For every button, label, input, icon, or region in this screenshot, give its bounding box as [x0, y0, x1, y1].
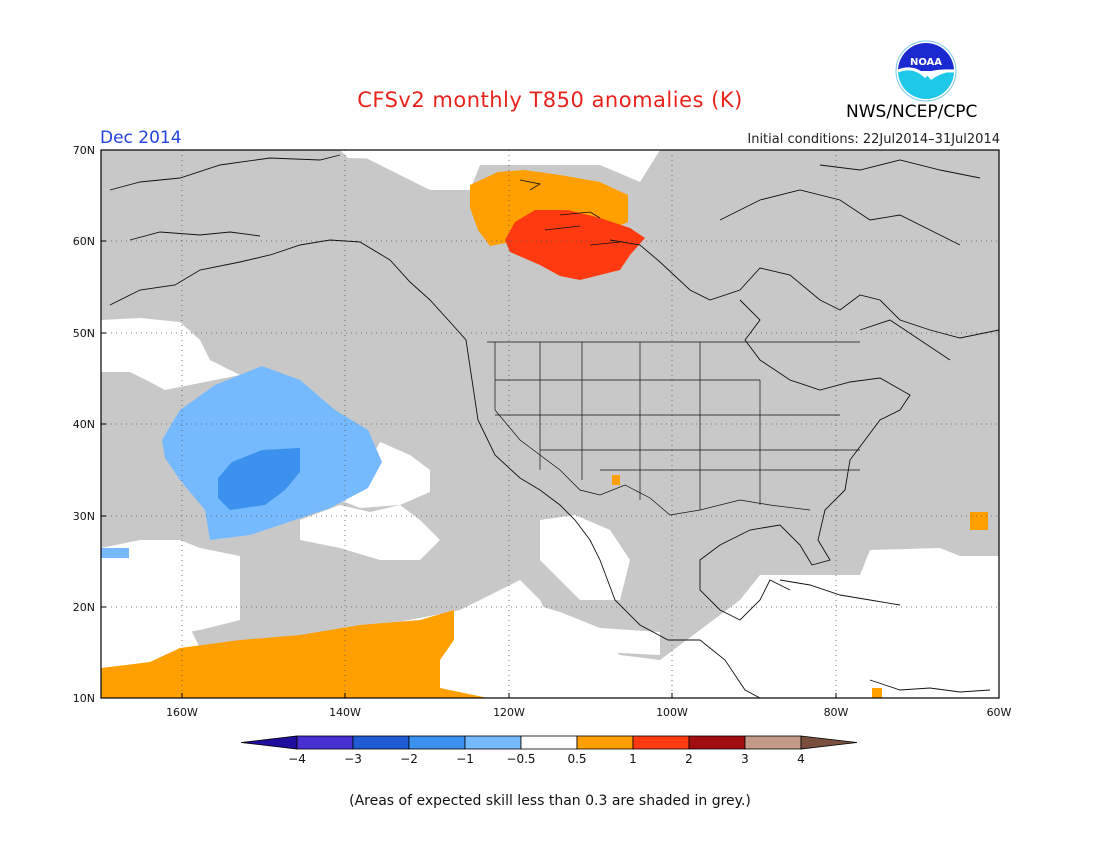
- colorbar-label: 1: [629, 752, 637, 766]
- anomaly-region-pos-2: [505, 210, 645, 280]
- no-signal-region: [340, 442, 430, 508]
- colorbar-label: 0.5: [567, 752, 586, 766]
- colorbar-swatch: [632, 735, 690, 750]
- chart-title: CFSv2 monthly T850 anomalies (K): [357, 88, 743, 112]
- x-tick-label: 120W: [493, 706, 525, 719]
- y-tick-label: 10N: [73, 692, 95, 705]
- noaa-logo: NOAA: [895, 40, 957, 102]
- initial-conditions-label: Initial conditions: 22Jul2014–31Jul2014: [747, 132, 1000, 147]
- grey-skill-mask-region: [101, 150, 340, 330]
- colorbar-swatch: [576, 735, 634, 750]
- colorbar-label: −2: [400, 752, 418, 766]
- colorbar-label: −3: [344, 752, 362, 766]
- y-axis-ticks: 70N 60N 50N 40N 30N 20N 10N: [73, 144, 106, 705]
- map-plot-area: [101, 150, 999, 698]
- colorbar-arrow-high: [800, 735, 858, 750]
- colorbar: −4 −3 −2 −1 −0.5 0.5 1 2 3 4: [240, 735, 858, 766]
- no-signal-region: [300, 505, 440, 560]
- anomaly-region-pos-1: [872, 688, 882, 698]
- noaa-logo-text: NOAA: [910, 57, 942, 68]
- y-tick-label: 50N: [73, 327, 95, 340]
- y-tick-label: 30N: [73, 510, 95, 523]
- x-tick-label: 100W: [656, 706, 688, 719]
- y-tick-label: 60N: [73, 235, 95, 248]
- agency-label: NWS/NCEP/CPC: [846, 102, 978, 122]
- anomaly-region-neg-1: [101, 548, 129, 558]
- colorbar-label: −1: [456, 752, 474, 766]
- colorbar-swatch: [688, 735, 746, 750]
- y-tick-label: 70N: [73, 144, 95, 157]
- no-signal-region: [101, 556, 240, 640]
- x-tick-label: 160W: [166, 706, 198, 719]
- anomaly-region-neg-2: [218, 448, 300, 510]
- no-signal-region: [101, 318, 240, 390]
- colorbar-label: 3: [741, 752, 749, 766]
- colorbar-label: 4: [797, 752, 805, 766]
- colorbar-swatch: [744, 735, 802, 750]
- coastlines: [109, 154, 999, 698]
- colorbar-label: −0.5: [506, 752, 535, 766]
- anomaly-region-pos-1: [970, 512, 988, 530]
- y-tick-label: 20N: [73, 601, 95, 614]
- lakes: [519, 179, 621, 246]
- x-axis-ticks: 160W 140W 120W 100W 80W 60W: [166, 693, 1012, 719]
- anomaly-region-pos-1: [101, 610, 488, 698]
- colorbar-swatch: [408, 735, 466, 750]
- y-tick-label: 40N: [73, 418, 95, 431]
- colorbar-arrow-low: [240, 735, 298, 750]
- colorbar-label: 2: [685, 752, 693, 766]
- colorbar-swatch: [520, 735, 578, 750]
- no-signal-region: [520, 600, 660, 655]
- grey-skill-mask-region: [101, 372, 210, 540]
- x-tick-label: 60W: [987, 706, 1012, 719]
- anomaly-region-pos-1: [612, 475, 620, 485]
- colorbar-swatch: [296, 735, 354, 750]
- no-signal-region: [350, 150, 470, 190]
- x-tick-label: 140W: [329, 706, 361, 719]
- colorbar-swatch: [352, 735, 410, 750]
- x-tick-label: 80W: [824, 706, 849, 719]
- colorbar-label: −4: [288, 752, 306, 766]
- skill-footnote: (Areas of expected skill less than 0.3 a…: [349, 793, 751, 809]
- state-borders: [487, 341, 860, 516]
- colorbar-swatch: [464, 735, 522, 750]
- forecast-month: Dec 2014: [100, 128, 182, 148]
